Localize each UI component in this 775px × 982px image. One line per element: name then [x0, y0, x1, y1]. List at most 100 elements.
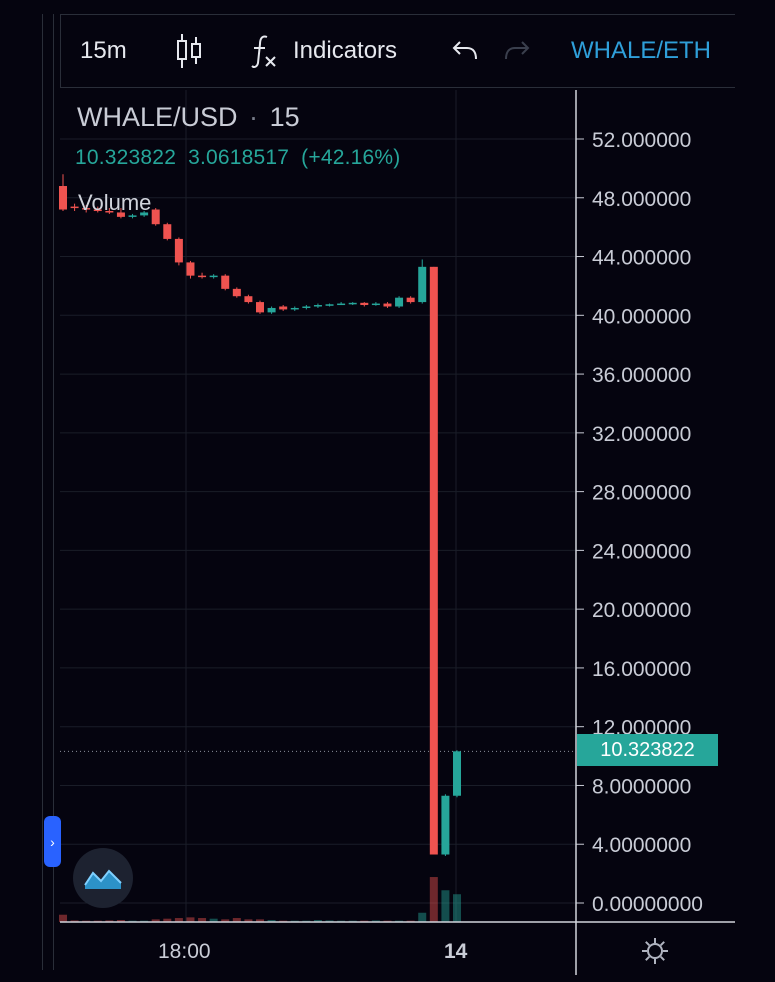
volume-bar	[325, 920, 334, 922]
candle-body	[313, 305, 322, 307]
price-tick-label: 16.000000	[592, 658, 691, 681]
price-tick-label: 36.000000	[592, 364, 691, 387]
side-panel-toggle[interactable]: ›	[44, 816, 61, 867]
chart-logo-icon	[84, 869, 122, 889]
redo-button[interactable]	[503, 15, 531, 87]
legend-interval: 15	[269, 102, 300, 132]
candle-body	[348, 302, 357, 305]
candle-body	[441, 795, 450, 855]
legend-symbol: WHALE/USD	[77, 102, 238, 132]
candle-body	[116, 212, 125, 217]
candle-body	[267, 307, 276, 313]
candle-body	[429, 266, 438, 855]
candles	[59, 174, 461, 856]
volume-bar	[441, 890, 450, 922]
candle-body	[244, 296, 253, 303]
candle-body	[418, 266, 427, 303]
price-tick-label: 32.000000	[592, 423, 691, 446]
volume-bar	[232, 918, 241, 922]
volume-bar	[198, 918, 207, 922]
legend-last-price: 10.323822	[75, 146, 177, 169]
legend-title: WHALE/USD · 15	[77, 102, 300, 133]
candle-body	[105, 210, 114, 213]
candle-body	[325, 304, 334, 306]
price-tick-label: 12.000000	[592, 717, 691, 740]
volume-bar	[267, 920, 276, 922]
candle-body	[186, 262, 195, 276]
function-icon	[251, 35, 276, 68]
candle-body	[128, 215, 137, 217]
undo-icon	[452, 41, 477, 60]
last-price-badge: 10.323822	[577, 734, 718, 766]
price-tick-label: 8.0000000	[592, 775, 691, 798]
gear-icon[interactable]	[640, 936, 670, 966]
candle-body	[163, 224, 172, 239]
candle-body	[82, 208, 91, 210]
symbol-button[interactable]: WHALE/ETH	[571, 15, 711, 87]
candle-body	[383, 303, 392, 307]
price-tick-label: 20.000000	[592, 599, 691, 622]
candle-body	[140, 212, 149, 216]
candle-body	[221, 275, 230, 289]
volume-bar	[116, 920, 125, 922]
candle-body	[174, 238, 183, 263]
candle-body	[209, 275, 218, 278]
interval-button[interactable]: 15m	[80, 15, 127, 87]
price-tick-label: 48.000000	[592, 188, 691, 211]
chart-type-button[interactable]	[174, 15, 204, 87]
candle-body	[232, 288, 241, 297]
price-tick-label: 28.000000	[592, 482, 691, 505]
volume-bar	[453, 894, 461, 922]
redo-icon	[505, 41, 530, 60]
candle-body	[453, 751, 461, 796]
candle-body	[302, 306, 311, 308]
candle-body	[256, 302, 264, 313]
volume-bar	[186, 917, 195, 922]
volume-bar	[371, 920, 380, 922]
candle-body	[59, 186, 67, 210]
price-tick-label: 4.0000000	[592, 834, 691, 857]
volume-bar	[163, 918, 172, 922]
volume-bar	[256, 919, 264, 922]
candle-body	[151, 209, 160, 225]
price-axis: 52.000000 48.000000 44.000000 40.000000 36.0…	[60, 90, 735, 975]
candle-body	[371, 303, 380, 306]
price-tick-label: 40.000000	[592, 305, 691, 328]
price-tick-label: 52.000000	[592, 129, 691, 152]
symbol-label: WHALE/ETH	[571, 37, 712, 64]
volume-bar	[70, 920, 79, 922]
volume-bar	[151, 919, 160, 922]
undo-button[interactable]	[451, 15, 479, 87]
interval-label: 15m	[80, 37, 127, 64]
candle-body	[93, 209, 102, 212]
chart-toolbar: 15m Indicators WHALE/ETH	[60, 14, 735, 88]
time-axis-label: 18:00	[158, 940, 211, 963]
volume-bar	[313, 920, 322, 922]
time-axis-label: 14	[444, 940, 468, 963]
legend-change: 3.0618517	[188, 146, 290, 169]
candle-body	[70, 206, 79, 209]
logo-button[interactable]	[73, 848, 133, 908]
candlestick-icon	[177, 34, 201, 68]
legend-volume: Volume	[78, 190, 152, 215]
volume-bar	[59, 914, 67, 922]
candle-body	[198, 275, 207, 278]
indicators-button[interactable]: Indicators	[249, 15, 397, 87]
candle-body	[337, 303, 346, 306]
candle-body	[406, 297, 415, 303]
left-border-line-inner	[53, 14, 54, 970]
candle-body	[360, 302, 369, 306]
legend-change-pct: (+42.16%)	[301, 146, 401, 169]
volume-bar	[105, 920, 114, 922]
chevron-right-icon: ›	[50, 833, 55, 850]
left-border-line	[42, 14, 43, 970]
legend-values: 10.323822 3.0618517 (+42.16%)	[75, 146, 412, 170]
candle-body	[395, 297, 404, 307]
volume-bar	[418, 912, 427, 922]
volume-bar	[174, 918, 183, 922]
candle-body	[279, 306, 288, 310]
price-tick-label: 44.000000	[592, 247, 691, 270]
price-tick-label: 24.000000	[592, 540, 691, 563]
volume-bar	[221, 919, 230, 922]
